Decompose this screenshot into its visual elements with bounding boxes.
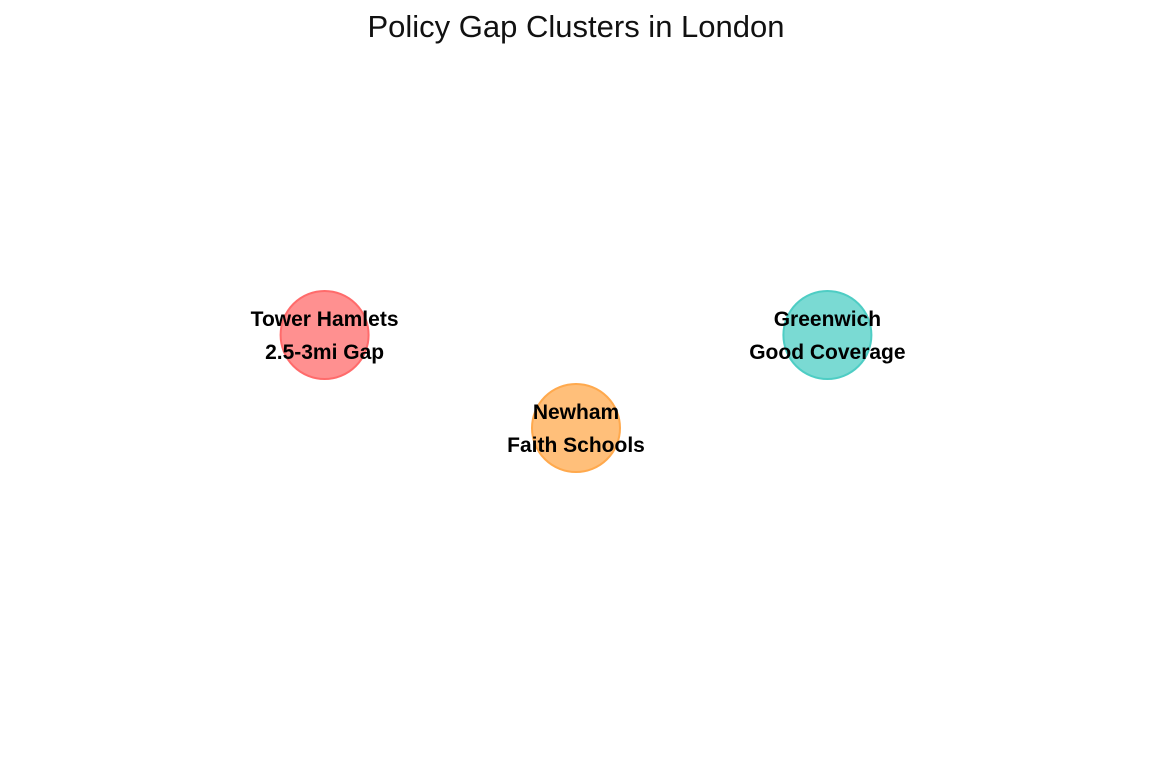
cluster-point-newham (531, 383, 621, 473)
labels-layer: Tower Hamlets 2.5-3mi Gap Newham Faith Scho… (251, 308, 906, 457)
cluster-name-tower-hamlets: Tower Hamlets (251, 308, 399, 331)
cluster-point-tower-hamlets (279, 290, 370, 380)
cluster-label-newham: Faith Schools (507, 434, 645, 457)
cluster-label-tower-hamlets: 2.5-3mi Gap (265, 341, 384, 364)
cluster-label-greenwich: Good Coverage (749, 341, 905, 364)
chart-title: Policy Gap Clusters in London (367, 9, 785, 44)
points-layer (279, 290, 873, 473)
cluster-point-greenwich (782, 290, 873, 380)
cluster-name-newham: Newham (533, 401, 619, 424)
cluster-name-greenwich: Greenwich (774, 308, 881, 331)
